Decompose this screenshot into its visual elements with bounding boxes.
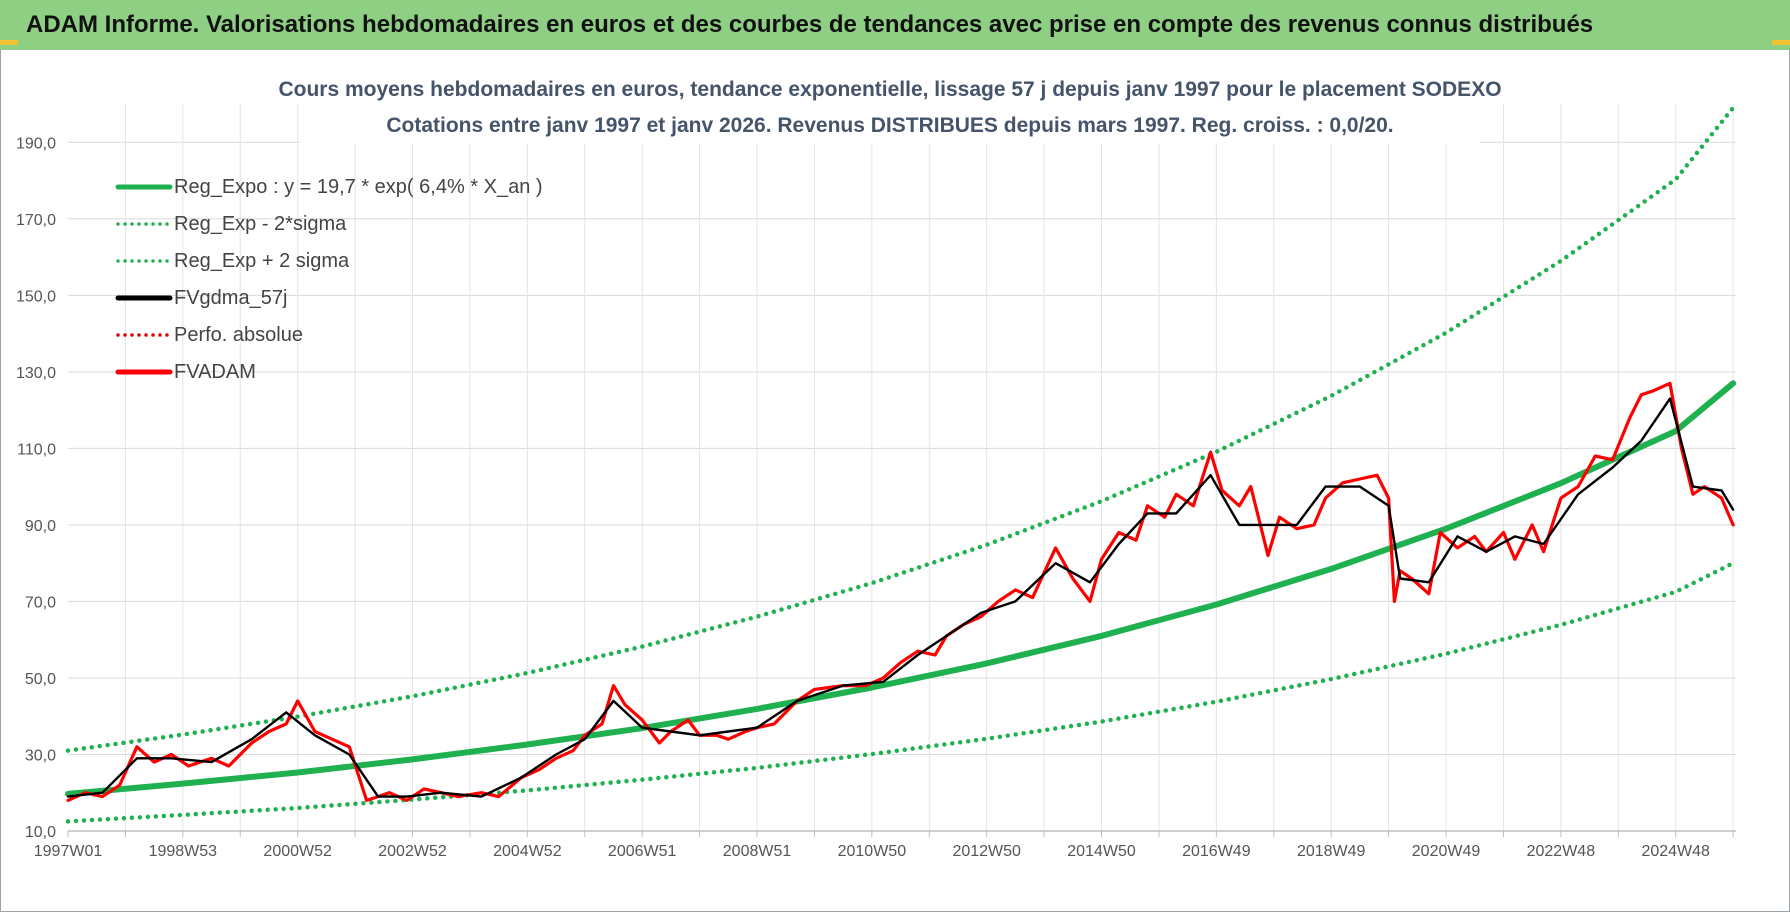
x-tick-label: 2000W52 (263, 843, 332, 860)
y-tick-label: 110,0 (17, 441, 56, 458)
legend-label: Reg_Exp + 2 sigma (174, 250, 350, 272)
x-tick-label: 1997W01 (34, 843, 103, 860)
x-tick-label: 2012W50 (952, 843, 1021, 860)
axes: 10,0 30,0 50,0 70,0 90,0 110,0 130,0 150,0 170,0… (16, 135, 1736, 860)
x-tick-label: 2002W52 (378, 843, 447, 860)
y-tick-label: 30,0 (25, 747, 56, 764)
series-reg-exp-2-sigma (65, 560, 1736, 824)
report-title: ADAM Informe. Valorisations hebdomadaire… (26, 11, 1594, 38)
x-tick-label: 1998W53 (149, 843, 218, 860)
series-fvgdma-57j (66, 397, 1735, 798)
legend-label: FVADAM (174, 361, 256, 383)
y-tick-label: 70,0 (25, 594, 56, 611)
legend-label: Reg_Exp - 2*sigma (174, 213, 347, 235)
chart-subtitle: Cotations entre janv 1997 et janv 2026. … (386, 114, 1393, 137)
x-tick-label: 2018W49 (1297, 843, 1366, 860)
corner-marker-right (1772, 40, 1790, 45)
x-tick-label: 2004W52 (493, 843, 562, 860)
x-tick-label: 2024W48 (1641, 843, 1710, 860)
x-tick-label: 2020W49 (1412, 843, 1481, 860)
y-tick-label: 90,0 (25, 518, 56, 535)
title-backdrop (300, 66, 1480, 144)
x-tick-label: 2006W51 (608, 843, 677, 860)
y-tick-label: 150,0 (16, 288, 56, 305)
chart-title: Cours moyens hebdomadaires en euros, ten… (278, 78, 1501, 101)
legend-label: Reg_Expo : y = 19,7 * exp( 6,4% * X_an ) (174, 176, 543, 198)
x-tick-label: 2014W50 (1067, 843, 1136, 860)
report-banner: ADAM Informe. Valorisations hebdomadaire… (0, 0, 1790, 50)
y-tick-label: 130,0 (16, 365, 56, 382)
x-tick-label: 2016W49 (1182, 843, 1251, 860)
x-tick-label: 2022W48 (1527, 843, 1596, 860)
y-tick-label: 170,0 (16, 212, 56, 229)
y-tick-label: 10,0 (25, 824, 56, 841)
y-tick-label: 190,0 (16, 135, 56, 152)
x-tick-label: 2008W51 (723, 843, 792, 860)
y-tick-label: 50,0 (25, 671, 56, 688)
legend-label: FVgdma_57j (174, 287, 287, 309)
legend-label: Perfo. absolue (174, 324, 303, 346)
legend: Reg_Expo : y = 19,7 * exp( 6,4% * X_an )… (115, 176, 543, 383)
corner-marker-left (0, 40, 18, 45)
series-reg-exp-2-sigma (65, 105, 1736, 753)
plot-area (65, 105, 1737, 824)
x-tick-label: 2010W50 (838, 843, 907, 860)
